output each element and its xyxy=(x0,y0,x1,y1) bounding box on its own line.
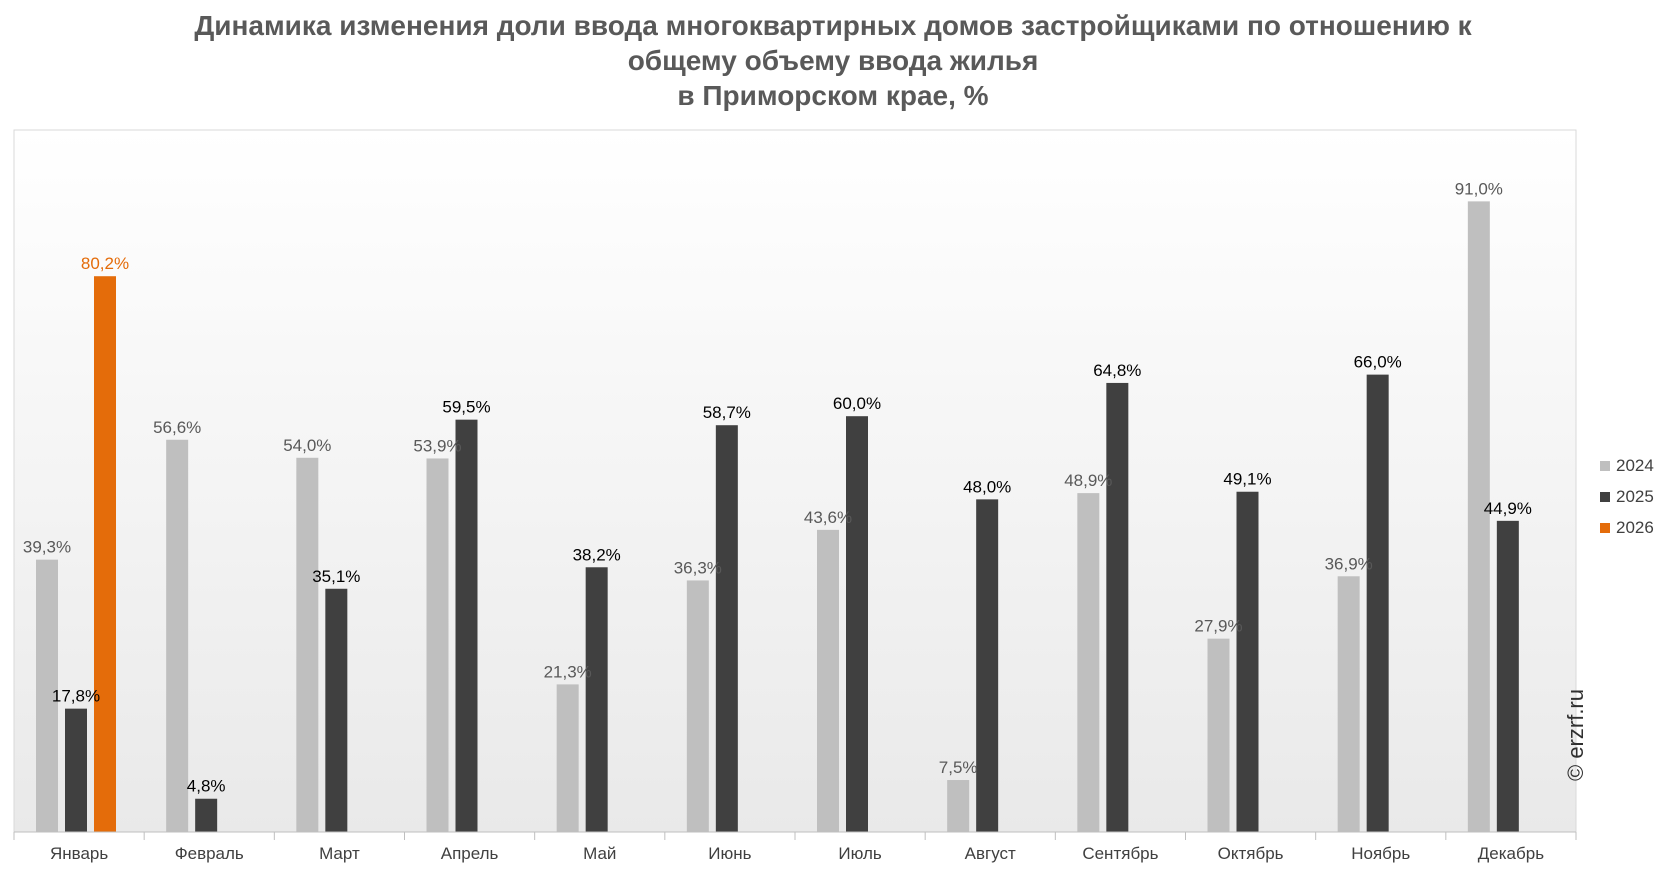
legend-swatch-2025 xyxy=(1600,491,1610,502)
data-label: 7,5% xyxy=(939,758,978,777)
legend-label-2026: 2026 xyxy=(1616,517,1654,537)
title-line-1: Динамика изменения доли ввода многокварт… xyxy=(194,10,1472,41)
bar-2024 xyxy=(426,458,449,832)
data-label: 21,3% xyxy=(544,662,592,681)
x-tick-label: Ноябрь xyxy=(1351,844,1410,863)
bar-2025 xyxy=(1496,520,1519,832)
bar-2025 xyxy=(976,499,999,832)
bar-2024 xyxy=(1337,576,1360,832)
data-label: 49,1% xyxy=(1223,470,1271,489)
bar-2024 xyxy=(36,559,58,832)
bar-2024 xyxy=(817,529,839,832)
chart-title: Динамика изменения доли ввода многокварт… xyxy=(0,8,1666,113)
data-label: 36,3% xyxy=(674,558,722,577)
bar-2024 xyxy=(556,684,579,832)
bar-2024 xyxy=(166,439,189,832)
x-tick-label: Июль xyxy=(838,844,882,863)
data-label: 44,9% xyxy=(1484,499,1532,518)
x-tick-label: Декабрь xyxy=(1478,844,1544,863)
x-tick-label: Сентябрь xyxy=(1082,844,1158,863)
bar-2024 xyxy=(1467,201,1490,832)
bar-2025 xyxy=(65,708,87,832)
legend-item-2026: 2026 xyxy=(1600,512,1654,543)
bar-2025 xyxy=(325,588,348,832)
data-label: 27,9% xyxy=(1194,617,1242,636)
bar-2024 xyxy=(1077,493,1100,832)
bar-2025 xyxy=(195,798,218,832)
bar-2026 xyxy=(94,276,116,832)
data-label: 80,2% xyxy=(81,254,129,273)
x-tick-label: Март xyxy=(319,844,360,863)
data-label: 91,0% xyxy=(1455,179,1503,198)
data-label: 35,1% xyxy=(312,567,360,586)
legend-item-2024: 2024 xyxy=(1600,450,1654,481)
title-line-3: в Приморском крае, % xyxy=(677,80,989,111)
x-tick-label: Февраль xyxy=(175,844,244,863)
plot-area xyxy=(13,129,1577,833)
bar-2025 xyxy=(1106,382,1129,832)
x-tick-label: Октябрь xyxy=(1218,844,1284,863)
legend-label-2024: 2024 xyxy=(1616,455,1654,475)
bar-2024 xyxy=(1207,638,1230,832)
data-label: 66,0% xyxy=(1354,353,1402,372)
bar-2025 xyxy=(846,416,868,832)
data-label: 38,2% xyxy=(573,545,621,564)
bar-2025 xyxy=(715,425,738,832)
bar-2024 xyxy=(947,780,970,832)
x-tick-label: Май xyxy=(583,844,616,863)
x-tick-label: Июнь xyxy=(708,844,751,863)
bar-2025 xyxy=(585,567,608,832)
data-label: 4,8% xyxy=(187,777,226,796)
data-label: 59,5% xyxy=(442,398,490,417)
data-label: 60,0% xyxy=(833,394,881,413)
legend-swatch-2026 xyxy=(1600,522,1610,533)
legend-swatch-2024 xyxy=(1600,460,1610,471)
bar-2024 xyxy=(686,580,709,832)
bar-2025 xyxy=(455,419,478,832)
title-line-2: общему объему ввода жилья xyxy=(627,45,1039,76)
data-label: 53,9% xyxy=(413,436,461,455)
data-label: 39,3% xyxy=(23,538,71,557)
data-label: 64,8% xyxy=(1093,361,1141,380)
data-label: 36,9% xyxy=(1325,554,1373,573)
data-label: 17,8% xyxy=(52,687,100,706)
x-tick-label: Август xyxy=(965,844,1016,863)
data-label: 48,0% xyxy=(963,477,1011,496)
legend: 2024 2025 2026 xyxy=(1600,450,1654,543)
bar-2025 xyxy=(1236,491,1259,832)
bar-2024 xyxy=(296,457,319,832)
data-label: 48,9% xyxy=(1064,471,1112,490)
data-label: 58,7% xyxy=(703,403,751,422)
data-label: 56,6% xyxy=(153,418,201,437)
x-tick-label: Апрель xyxy=(441,844,499,863)
legend-item-2025: 2025 xyxy=(1600,481,1654,512)
data-label: 43,6% xyxy=(804,508,852,527)
legend-label-2025: 2025 xyxy=(1616,486,1654,506)
data-label: 54,0% xyxy=(283,436,331,455)
watermark-text: © erzrf.ru xyxy=(1563,689,1588,781)
bar-2025 xyxy=(1366,374,1389,832)
x-tick-label: Январь xyxy=(50,844,108,863)
